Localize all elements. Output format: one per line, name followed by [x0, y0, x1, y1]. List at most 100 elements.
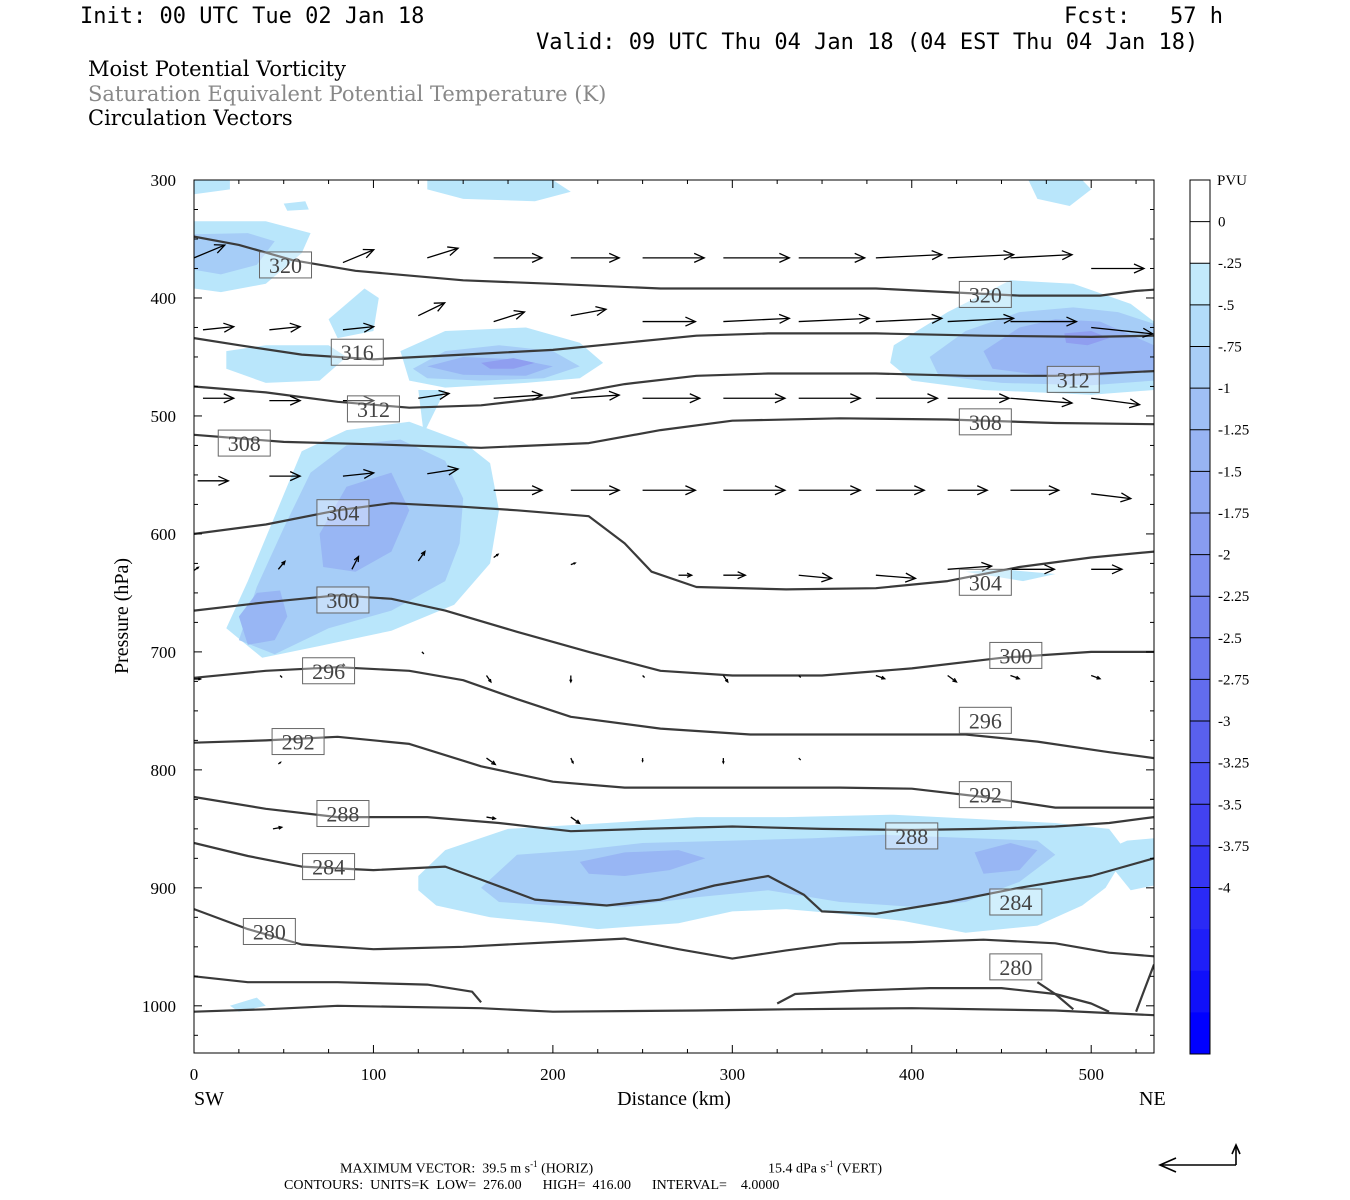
colorbar-label: -.25 — [1218, 256, 1242, 272]
colorbar-label: -2.5 — [1218, 631, 1242, 647]
x-end-label-right: NE — [1139, 1088, 1166, 1110]
contour-label: 300 — [316, 586, 370, 614]
colorbar-swatch — [1190, 762, 1210, 805]
x-tick-label: 300 — [720, 1065, 746, 1084]
circulation-vector — [269, 471, 302, 482]
contour-label-text: 320 — [269, 253, 302, 278]
circulation-vector — [194, 677, 203, 681]
circulation-vector — [1010, 485, 1061, 496]
contour-label-text: 320 — [969, 282, 1002, 307]
pv-region-8 — [418, 390, 446, 434]
colorbar-swatch — [1190, 180, 1210, 223]
theta-contour-23 — [1036, 981, 1075, 1011]
circulation-vector — [798, 313, 871, 324]
circulation-vector — [875, 485, 926, 496]
contour-label-text: 304 — [969, 570, 1002, 595]
theta-contour-9 — [194, 594, 1154, 677]
circulation-vector — [798, 757, 802, 761]
contour-label: 304 — [958, 568, 1012, 596]
contour-label-text: 280 — [999, 955, 1032, 980]
y-tick-label: 600 — [151, 525, 177, 544]
circulation-vector — [277, 560, 286, 570]
circulation-vector — [421, 651, 425, 655]
circulation-vector — [798, 252, 867, 263]
contour-label-text: 312 — [1057, 367, 1090, 392]
theta-contour-13 — [194, 735, 1154, 809]
circulation-vector — [642, 252, 706, 263]
theta-contour-19 — [194, 908, 1154, 960]
pv-region-14 — [229, 997, 266, 1012]
contour-label-text: 280 — [253, 919, 286, 944]
x-tick-label: 500 — [1078, 1065, 1104, 1084]
x-tick-label: 0 — [190, 1065, 199, 1084]
contour-label-text: 300 — [999, 643, 1032, 668]
theta-contour-7 — [194, 502, 1154, 591]
colorbar-swatch — [1190, 388, 1210, 431]
colorbar-label: -2 — [1218, 548, 1231, 564]
circulation-vector — [723, 393, 787, 404]
circulation-vector — [485, 675, 492, 684]
circulation-vector — [427, 465, 460, 476]
contour-label: 296 — [302, 657, 356, 685]
theta-contour-17 — [194, 841, 1154, 915]
contour-label: 284 — [989, 888, 1043, 916]
pv-region-13 — [1100, 838, 1154, 891]
circulation-vector — [493, 553, 500, 559]
contour-label-text: 296 — [312, 659, 345, 684]
circulation-vector — [723, 485, 787, 496]
contour-label: 288 — [316, 800, 370, 828]
circulation-vector — [194, 566, 200, 572]
x-tick-label: 200 — [540, 1065, 566, 1084]
circulation-vector — [947, 393, 1011, 404]
colorbar-swatch — [1190, 512, 1210, 556]
colorbar-swatch — [1190, 263, 1210, 306]
circulation-vector — [570, 390, 621, 401]
colorbar-swatch — [1190, 221, 1210, 264]
forecast-hour: Fcst: 57 h — [1064, 4, 1223, 29]
circulation-vector — [417, 550, 426, 562]
pv-region-26 — [481, 358, 535, 369]
x-tick-label: 400 — [899, 1065, 925, 1084]
theta-contour-15 — [194, 795, 1154, 833]
circulation-vector — [642, 393, 702, 404]
pv-region-24 — [579, 850, 706, 876]
circulation-vector — [875, 393, 940, 404]
circulation-vector — [798, 393, 862, 404]
contour-label: 320 — [259, 251, 313, 279]
contours-info: CONTOURS: UNITS=K LOW= 276.00 HIGH= 416.… — [284, 1178, 780, 1193]
theta-contour-layer — [194, 235, 1154, 1017]
max-vert-value: 15.4 dPa s — [768, 1161, 826, 1177]
max-vert-text: 15.4 dPa s-1 (VERT) — [768, 1160, 882, 1177]
circulation-vector — [1010, 564, 1057, 575]
x-axis-label: Distance (km) — [617, 1088, 731, 1110]
contour-label: 296 — [958, 706, 1012, 734]
pv-region-21 — [983, 319, 1154, 376]
circulation-vector — [272, 825, 284, 830]
contour-label: 280 — [242, 917, 296, 945]
colorbar-label: -3.5 — [1218, 797, 1242, 813]
circulation-vector — [493, 252, 544, 263]
circulation-vector — [493, 485, 544, 496]
colorbar-swatch — [1190, 804, 1210, 847]
y-tick-label: 1000 — [142, 997, 176, 1016]
circulation-vector — [723, 571, 747, 580]
pv-colorbar: 0 -.25 -.5 -.75 -1 -1.25 -1.5 -1.75 -2 -2.25 -2.5 -… — [1189, 179, 1249, 1055]
colorbar-label: -3.25 — [1218, 756, 1249, 772]
contour-label-text: 304 — [326, 501, 359, 526]
circulation-vector — [342, 395, 376, 406]
subtitle-theta: Saturation Equivalent Potential Temperat… — [88, 82, 607, 106]
contour-label: 320 — [958, 280, 1012, 308]
y-tick-label: 400 — [151, 289, 177, 308]
circulation-vector — [678, 572, 694, 578]
circulation-vector — [351, 555, 360, 570]
theta-contour-11 — [194, 666, 1154, 760]
colorbar-swatch — [1190, 1012, 1210, 1055]
circulation-vector — [570, 757, 574, 765]
contour-label: 308 — [958, 408, 1012, 436]
colorbar-swatch — [1190, 554, 1210, 597]
contour-label: 312 — [1046, 365, 1100, 393]
contour-label-text: 296 — [969, 708, 1002, 733]
contour-label-text: 308 — [969, 410, 1002, 435]
colorbar-title: PVU — [1217, 173, 1247, 189]
circulation-vector — [277, 761, 282, 765]
